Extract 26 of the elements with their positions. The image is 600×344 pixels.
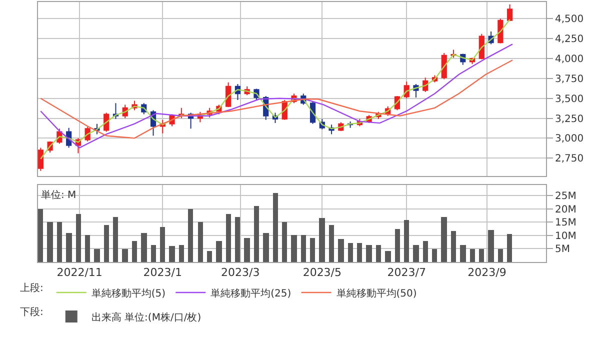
x-tick-label: 2023/9 [468, 266, 506, 280]
y-tick-label: 3,000 [555, 134, 584, 145]
x-tick-label: 2023/1 [143, 266, 182, 280]
y-tick-label: 3,250 [555, 114, 584, 125]
y-tick-label: 10M [555, 230, 576, 242]
x-tick-label: 2023/3 [221, 266, 260, 280]
y-tick-label: 20M [555, 204, 576, 216]
y-tick-label: 15M [555, 218, 576, 229]
y-tick-label: 4,250 [555, 34, 584, 46]
x-tick-label: 2023/7 [387, 266, 426, 280]
annotation: 単位: M [41, 189, 76, 201]
legend-label: 単純移動平均(50) [336, 287, 417, 300]
y-tick-label: 4,500 [555, 14, 584, 26]
y-tick-label: 3,750 [555, 74, 584, 85]
legend-title: 上段: [20, 282, 44, 294]
y-tick-label: 3,500 [555, 94, 584, 105]
legend-label: 出来高 単位:(M株/口/枚) [91, 311, 202, 324]
y-tick-label: 2,750 [555, 154, 584, 165]
legend-title: 下段: [20, 306, 44, 318]
legend-label: 単純移動平均(5) [91, 287, 166, 300]
legend-label: 単純移動平均(25) [210, 287, 292, 300]
x-tick-label: 2022/11 [56, 266, 102, 280]
y-tick-label: 5M [555, 244, 570, 256]
y-tick-label: 4,000 [555, 54, 584, 66]
x-tick-label: 2023/5 [302, 266, 342, 280]
y-tick-label: 25M [555, 191, 576, 202]
